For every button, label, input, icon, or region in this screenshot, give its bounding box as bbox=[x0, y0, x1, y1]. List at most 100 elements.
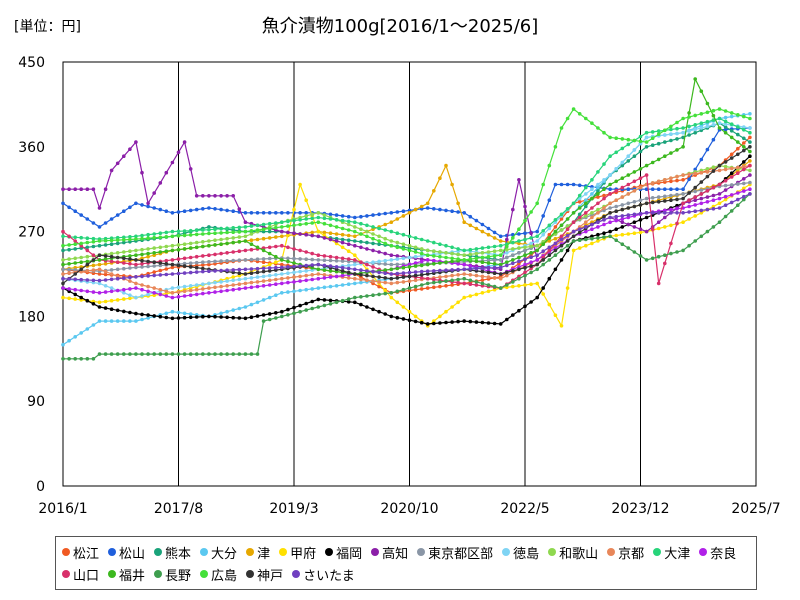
data-point bbox=[419, 251, 424, 256]
data-point bbox=[565, 243, 570, 248]
data-point bbox=[188, 261, 193, 266]
data-point bbox=[565, 217, 570, 221]
data-point bbox=[663, 178, 667, 182]
data-point bbox=[128, 352, 132, 356]
data-point bbox=[748, 192, 752, 196]
data-point bbox=[584, 201, 588, 206]
data-point bbox=[644, 135, 649, 140]
data-point bbox=[365, 305, 369, 309]
data-point bbox=[395, 266, 400, 271]
data-point bbox=[97, 352, 102, 356]
data-point bbox=[413, 319, 418, 324]
data-point bbox=[207, 281, 211, 286]
data-point bbox=[182, 261, 187, 266]
data-point bbox=[687, 198, 691, 202]
data-point bbox=[571, 107, 576, 111]
data-point bbox=[243, 239, 248, 243]
data-point bbox=[304, 211, 309, 215]
data-point bbox=[407, 274, 412, 279]
data-point bbox=[298, 182, 302, 187]
data-point bbox=[85, 327, 90, 331]
data-point bbox=[188, 228, 193, 233]
data-point bbox=[450, 259, 454, 264]
data-point bbox=[559, 324, 564, 328]
data-point bbox=[742, 197, 746, 202]
data-point bbox=[103, 284, 108, 288]
data-point bbox=[699, 234, 704, 239]
data-point bbox=[456, 262, 460, 266]
data-point bbox=[201, 207, 205, 211]
data-point bbox=[535, 281, 539, 286]
data-point bbox=[194, 270, 199, 274]
data-point bbox=[298, 269, 302, 274]
data-point bbox=[681, 187, 685, 191]
data-point bbox=[650, 160, 655, 165]
data-point bbox=[620, 220, 625, 224]
data-point bbox=[681, 248, 685, 253]
data-point bbox=[152, 260, 156, 265]
legend-item: 和歌山 bbox=[548, 541, 598, 563]
data-point bbox=[413, 250, 418, 254]
data-point bbox=[742, 128, 746, 132]
data-point bbox=[292, 247, 296, 251]
data-point bbox=[729, 183, 734, 187]
data-point bbox=[201, 314, 205, 319]
data-point bbox=[419, 259, 424, 264]
data-point bbox=[693, 195, 697, 199]
data-point bbox=[340, 237, 345, 242]
data-point bbox=[316, 305, 321, 309]
data-point bbox=[389, 211, 394, 215]
legend-item: 福岡 bbox=[325, 541, 362, 563]
legend-marker-icon bbox=[279, 548, 288, 556]
data-point bbox=[340, 214, 345, 218]
data-point bbox=[73, 272, 77, 276]
data-point bbox=[85, 357, 90, 361]
data-point bbox=[505, 255, 509, 260]
data-point bbox=[699, 201, 704, 206]
legend-item: 高知 bbox=[371, 541, 408, 563]
data-point bbox=[316, 234, 321, 239]
data-point bbox=[292, 256, 296, 261]
data-point bbox=[201, 291, 205, 296]
data-point bbox=[486, 226, 491, 231]
data-point bbox=[401, 271, 406, 275]
data-point bbox=[274, 277, 278, 282]
legend-marker-icon bbox=[699, 548, 708, 556]
data-point bbox=[255, 245, 260, 250]
legend-marker-icon bbox=[200, 548, 209, 556]
data-point bbox=[656, 200, 661, 204]
data-point bbox=[590, 178, 594, 182]
data-point bbox=[128, 293, 132, 298]
data-point bbox=[328, 217, 333, 221]
data-point bbox=[675, 174, 679, 179]
data-point bbox=[267, 269, 272, 273]
data-point bbox=[346, 270, 351, 275]
data-point bbox=[134, 253, 138, 257]
data-point bbox=[729, 152, 734, 157]
data-point bbox=[353, 229, 357, 234]
data-point bbox=[243, 220, 248, 224]
data-point bbox=[456, 257, 460, 261]
data-point bbox=[249, 229, 254, 233]
data-point bbox=[717, 168, 722, 173]
data-point bbox=[486, 254, 491, 259]
data-point bbox=[91, 244, 96, 249]
data-point bbox=[438, 284, 442, 289]
data-point bbox=[140, 236, 144, 241]
data-point bbox=[705, 147, 710, 152]
data-point bbox=[146, 274, 150, 278]
legend-marker-icon bbox=[371, 548, 380, 556]
data-point bbox=[97, 267, 102, 272]
data-point bbox=[225, 251, 229, 255]
data-point bbox=[736, 140, 740, 144]
data-point bbox=[280, 220, 284, 224]
data-point bbox=[383, 280, 388, 285]
data-point bbox=[492, 236, 497, 240]
data-point bbox=[699, 180, 704, 184]
data-point bbox=[377, 292, 381, 297]
data-point bbox=[61, 295, 65, 300]
data-point bbox=[61, 276, 65, 281]
data-point bbox=[395, 231, 400, 235]
data-point bbox=[498, 239, 503, 243]
data-point bbox=[523, 204, 527, 209]
